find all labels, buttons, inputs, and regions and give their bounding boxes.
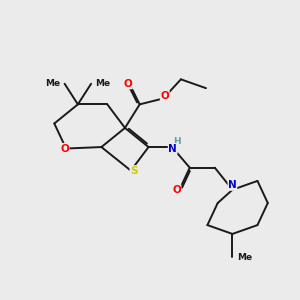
Text: Me: Me [45,79,60,88]
Text: Me: Me [95,79,111,88]
Text: N: N [168,143,177,154]
Text: O: O [124,79,132,89]
Text: H: H [173,137,180,146]
Text: Me: Me [237,253,252,262]
Text: N: N [228,180,237,190]
Text: O: O [172,185,181,195]
Text: O: O [160,91,169,100]
Text: S: S [130,166,138,176]
Text: O: O [60,143,69,154]
